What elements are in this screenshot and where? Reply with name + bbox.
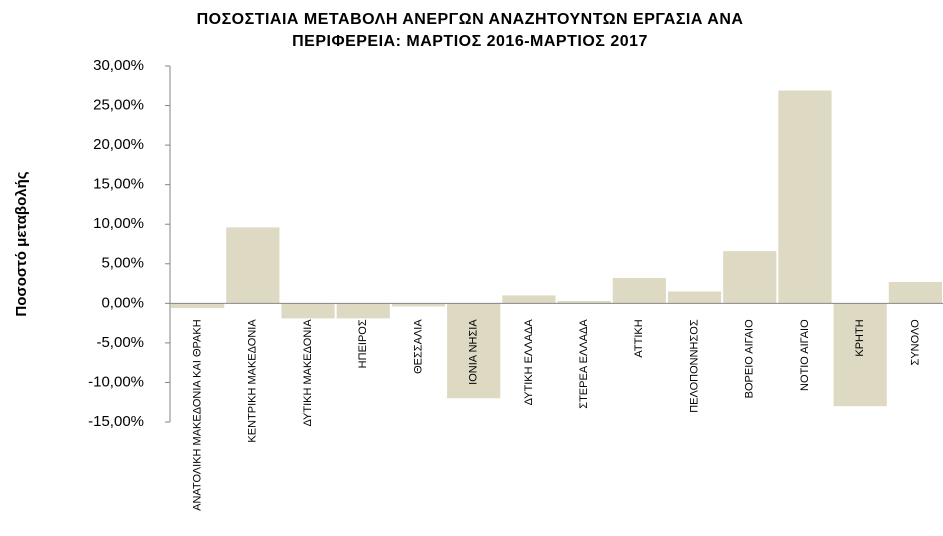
y-axis-label: Ποσοστό μεταβολής [13,171,30,316]
x-tick-label: ΣΤΕΡΕΑ ΕΛΛΑΔΑ [578,319,590,409]
bar [667,291,722,304]
bar [447,303,501,399]
bar [391,303,446,307]
y-tick-label: 5,00% [101,255,144,272]
y-tick-label: -10,00% [88,373,144,390]
bar [557,300,611,304]
x-tick-label: ΑΤΤΙΚΗ [633,319,645,357]
y-tick-label: -15,00% [88,413,144,430]
x-tick-label: ΚΡΗΤΗ [854,319,866,356]
x-tick-label: ΣΥΝΟΛΟ [909,319,921,366]
y-tick-label: 20,00% [93,136,144,153]
x-tick-label: ΔΥΤΙΚΗ ΜΑΚΕΔΟΝΙΑ [302,319,314,427]
chart-title: ΠΕΡΙΦΕΡΕΙΑ: ΜΑΡΤΙΟΣ 2016-ΜΑΡΤΙΟΣ 2017 [292,33,648,50]
bar [888,281,942,304]
y-tick-label: -5,00% [96,334,144,351]
x-tick-label: ΝΟΤΙΟ ΑΙΓΑΙΟ [799,319,811,391]
bar [281,303,335,319]
x-tick-label: ΒΟΡΕΙΟ ΑΙΓΑΙΟ [744,319,756,398]
y-tick-label: 0,00% [101,294,144,311]
bar [226,227,280,304]
x-tick-label: ΔΥΤΙΚΗ ΕΛΛΑΔΑ [523,319,535,406]
bar [833,303,887,407]
y-tick-label: 15,00% [93,176,144,193]
y-tick-label: 30,00% [93,57,144,74]
x-tick-label: ΠΕΛΟΠΟΝΝΗΣΟΣ [688,319,700,413]
x-tick-label: ΑΝΑΤΟΛΙΚΗ ΜΑΚΕΔΟΝΙΑ ΚΑΙ ΘΡΑΚΗ [192,319,204,511]
bar [778,90,832,304]
y-tick-label: 10,00% [93,215,144,232]
x-tick-label: ΗΠΕΙΡΟΣ [357,319,369,368]
bar [171,303,225,309]
y-tick-label: 25,00% [93,97,144,114]
chart-title: ΠΟΣΟΣΤΙΑΙΑ ΜΕΤΑΒΟΛΗ ΑΝΕΡΓΩΝ ΑΝΑΖΗΤΟΥΝΤΩΝ… [197,11,744,28]
bar [336,303,390,319]
bar [502,295,556,304]
bar [723,251,777,304]
x-tick-label: ΚΕΝΤΡΙΚΗ ΜΑΚΕΔΟΝΙΑ [247,319,259,443]
x-tick-label: ΙΟΝΙΑ ΝΗΣΙΑ [468,319,480,385]
x-tick-label: ΘΕΣΣΑΛΙΑ [412,319,424,374]
bar [612,278,666,304]
